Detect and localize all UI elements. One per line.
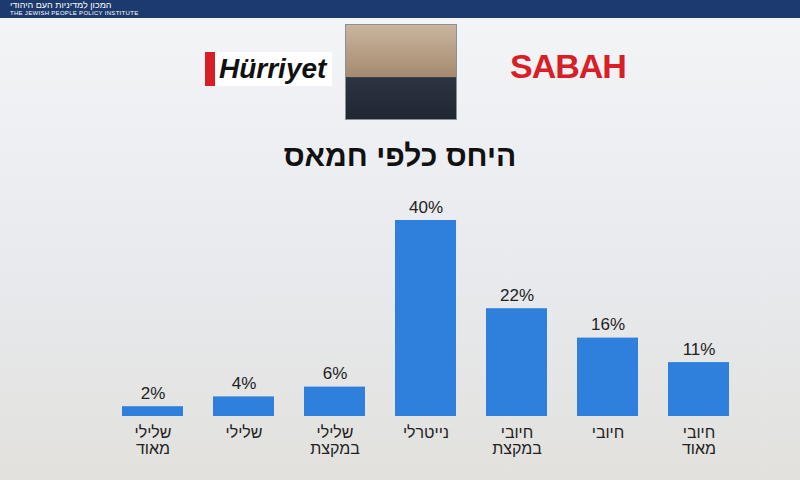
svg-text:שלילי: שלילי [226, 424, 263, 441]
html-text:SABAH: SABAH [510, 47, 626, 85]
svg-text:40%: 40% [409, 198, 443, 217]
svg-text:6%: 6% [323, 364, 348, 383]
html-text:המכון למדיניות העם היהודי: המכון למדיניות העם היהודי [10, 0, 112, 10]
svg-text:2%: 2% [141, 384, 166, 403]
html-text:Hürriyet: Hürriyet [219, 53, 327, 84]
svg-text:נייטרלי: נייטרלי [403, 424, 449, 441]
svg-text:חיובי: חיובי [592, 424, 625, 441]
svg-text:חיובימאוד: חיובימאוד [682, 424, 716, 457]
svg-text:חיוביבמקצת: חיוביבמקצת [492, 424, 542, 457]
svg-text:11%: 11% [683, 340, 716, 359]
svg-text:22%: 22% [500, 286, 534, 305]
svg-text:שלילימאוד: שלילימאוד [135, 424, 172, 457]
html-text:THE JEWISH PEOPLE POLICY INSTI: THE JEWISH PEOPLE POLICY INSTITUTE [10, 10, 139, 16]
svg-text:4%: 4% [232, 374, 257, 393]
html-text:היחס כלפי חמאס: היחס כלפי חמאס [283, 139, 517, 172]
svg-text:שליליבמקצת: שליליבמקצת [310, 424, 360, 457]
svg-text:16%: 16% [591, 315, 625, 334]
